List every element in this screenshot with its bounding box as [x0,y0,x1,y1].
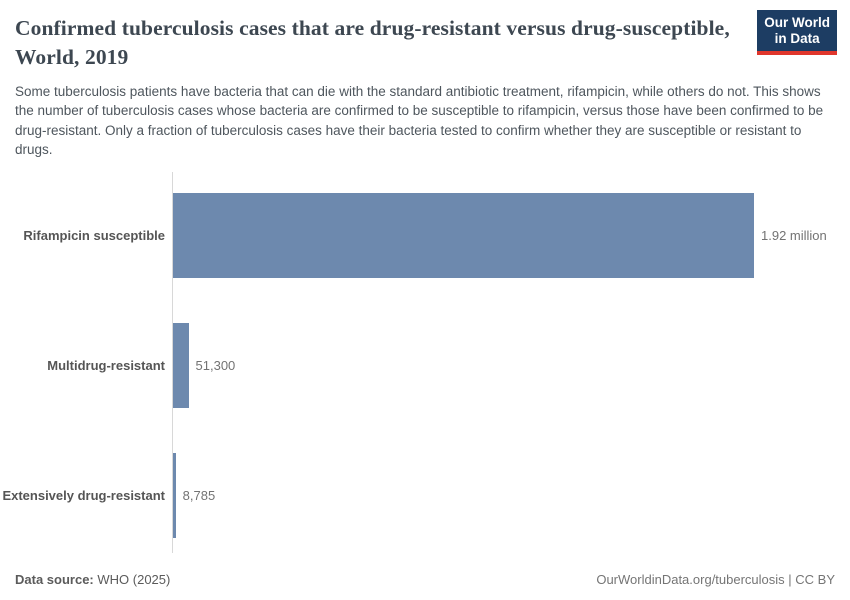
category-label: Extensively drug-resistant [2,487,165,503]
owid-logo-line2: in Data [774,30,820,46]
bar[interactable] [173,192,754,278]
chart-header: Confirmed tuberculosis cases that are dr… [15,14,835,159]
footer-link[interactable]: OurWorldinData.org/tuberculosis | CC BY [596,572,835,587]
category-label: Rifampicin susceptible [23,227,165,243]
bar-plot-area: 8,785 [165,452,850,538]
bar[interactable] [173,322,189,408]
value-label: 51,300 [195,357,236,373]
bar-plot-area: 1.92 million [165,192,850,278]
bar-chart: Rifampicin susceptible 1.92 million Multid… [0,170,850,560]
chart-footer: Data source: WHO (2025) OurWorldinData.o… [15,572,835,587]
bar-plot-area: 51,300 [165,322,850,408]
value-label: 8,785 [182,487,216,503]
value-label: 1.92 million [761,227,827,243]
category-label: Multidrug-resistant [47,357,165,373]
bar-row: Extensively drug-resistant 8,785 [0,430,850,560]
owid-logo[interactable]: Our World in Data [757,10,837,55]
y-axis-line [172,172,173,553]
owid-logo-line1: Our World [764,15,830,30]
bar-row: Multidrug-resistant 51,300 [0,300,850,430]
data-source: Data source: WHO (2025) [15,572,170,587]
chart-title: Confirmed tuberculosis cases that are dr… [15,16,730,69]
chart-subtitle: Some tuberculosis patients have bacteria… [15,84,824,157]
bar-row: Rifampicin susceptible 1.92 million [0,170,850,300]
data-source-value: WHO (2025) [97,572,171,587]
bar[interactable] [173,452,176,538]
data-source-label: Data source: [15,572,94,587]
